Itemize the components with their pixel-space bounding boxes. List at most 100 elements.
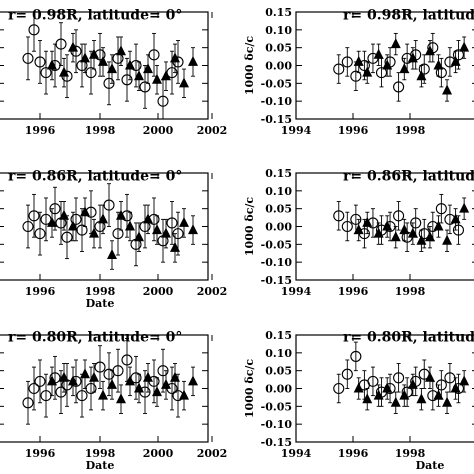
triangle-point (89, 371, 99, 382)
triangle-point (47, 59, 57, 70)
triangle-point (47, 216, 57, 227)
triangle-point (125, 375, 135, 386)
triangle-point (373, 389, 384, 400)
triangle-point (399, 224, 410, 235)
data-layer (22, 12, 198, 119)
chart-panel-1: r= 0.98R, latitude= 0°1996 1998 2000 2002 (0, 8, 227, 137)
triangle-point (407, 378, 418, 389)
x-tick-label: 1996 (338, 285, 369, 298)
triangle-point (152, 386, 162, 397)
triangle-point (68, 41, 78, 52)
y-tick-label: -0.05 (261, 238, 292, 251)
triangle-point (390, 231, 401, 242)
triangle-point (161, 70, 171, 81)
triangle-point (161, 227, 171, 238)
y-tick-label: -0.05 (261, 400, 292, 413)
data-layer (333, 193, 470, 252)
y-tick-label: 0.15 (265, 167, 292, 180)
triangle-point (399, 389, 410, 400)
triangle-point (399, 63, 410, 74)
triangle-point (188, 224, 198, 235)
y-tick-label: -0.15 (261, 113, 292, 126)
y-tick-label: 0.15 (265, 329, 292, 342)
circle-point (350, 350, 362, 362)
data-layer (22, 183, 198, 270)
plot-frame (0, 172, 209, 281)
x-tick-label: 1998 (395, 285, 426, 298)
triangle-point (188, 375, 198, 386)
x-tick-label: 2002 (197, 285, 228, 298)
triangle-point (353, 224, 364, 235)
y-tick-label: -0.05 (261, 77, 292, 90)
circle-point (435, 203, 447, 215)
triangle-point (170, 371, 180, 382)
x-tick-label: 1994 (281, 124, 312, 137)
y-tick-label: -0.10 (261, 418, 293, 431)
triangle-point (390, 396, 401, 407)
triangle-point (98, 213, 108, 224)
triangle-point (450, 55, 461, 66)
circle-point (393, 81, 405, 93)
triangle-point (116, 45, 126, 56)
triangle-point (416, 234, 427, 245)
triangle-point (433, 59, 444, 70)
circle-point (139, 81, 151, 93)
chart-panel-2: r= 0.98R, latitude= 0° 0.15 0.10 0.05 0.00 -0… (243, 6, 474, 137)
data-layer (333, 341, 470, 414)
x-tick-label: 2000 (143, 285, 174, 298)
triangle-point (362, 216, 373, 227)
x-axis-label: Date (86, 297, 115, 310)
triangle-point (170, 52, 180, 63)
circle-point (55, 38, 67, 50)
triangle-point (459, 41, 470, 52)
x-tick-label: 1998 (395, 124, 426, 137)
triangle-point (125, 59, 135, 70)
triangle-point (107, 378, 117, 389)
x-tick-label: 1994 (281, 447, 312, 460)
data-layer (333, 32, 470, 102)
triangle-point (179, 77, 189, 88)
triangle-point (188, 55, 198, 66)
circle-point (393, 210, 405, 222)
circle-point (375, 67, 388, 79)
triangle-point (373, 48, 384, 59)
circle-point (341, 368, 353, 380)
panel-title: r= 0.80R, latitude= 0° (343, 330, 474, 346)
y-tick-label: 0.05 (265, 42, 292, 55)
circle-point (333, 210, 345, 222)
triangle-point (134, 231, 144, 242)
x-axis-label: Date (86, 459, 115, 472)
triangle-point (407, 52, 418, 63)
triangle-point (424, 45, 435, 56)
triangle-point (125, 220, 135, 231)
triangle-point (353, 55, 364, 66)
x-tick-label: 1996 (25, 124, 56, 137)
circle-point (452, 49, 465, 61)
triangle-point (179, 389, 189, 400)
triangle-point (68, 220, 78, 231)
panel-title: r= 0.80R, latitude= 0° (8, 330, 182, 346)
triangle-point (170, 241, 180, 252)
circle-point (452, 224, 465, 236)
circle-point (341, 220, 353, 233)
x-tick-label: 1998 (395, 447, 426, 460)
circle-point (367, 375, 379, 387)
triangle-point (152, 73, 162, 84)
triangle-point (450, 213, 461, 224)
triangle-point (80, 52, 90, 63)
circle-point (350, 213, 362, 225)
y-axis-label: 1000 δc/c (243, 197, 256, 256)
y-tick-label: -0.10 (261, 256, 293, 269)
circle-point (34, 375, 46, 387)
triangle-point (179, 216, 189, 227)
triangle-point (373, 227, 384, 238)
y-tick-label: 0.05 (265, 203, 292, 216)
triangle-point (459, 375, 470, 386)
y-tick-label: 0.10 (265, 24, 292, 37)
x-tick-label: 1996 (338, 124, 369, 137)
circle-point (76, 390, 88, 402)
triangle-point (390, 38, 401, 49)
y-tick-label: 0.00 (265, 221, 292, 234)
circle-point (166, 217, 178, 229)
x-tick-label: 1996 (25, 285, 56, 298)
